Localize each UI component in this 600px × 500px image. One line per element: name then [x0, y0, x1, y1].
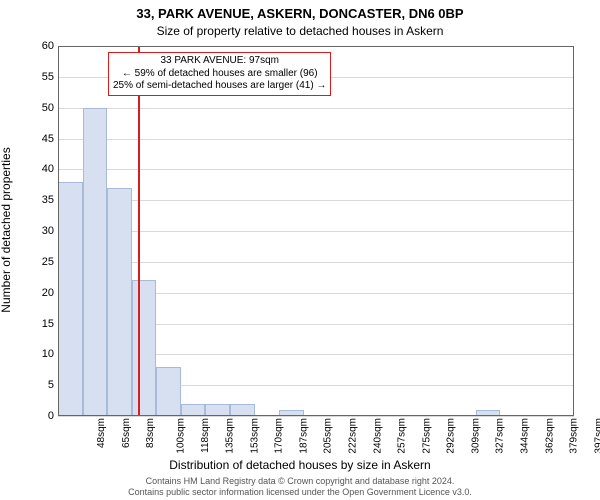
gridline: [58, 139, 574, 140]
x-tick: 153sqm: [249, 418, 260, 454]
plot-area: 33 PARK AVENUE: 97sqm← 59% of detached h…: [58, 46, 574, 416]
x-tick: 397sqm: [593, 418, 600, 454]
x-tick: 379sqm: [569, 418, 580, 454]
histogram-bar: [132, 280, 157, 416]
attribution-footer: Contains HM Land Registry data © Crown c…: [0, 476, 600, 498]
x-tick: 344sqm: [520, 418, 531, 454]
x-tick: 118sqm: [199, 418, 210, 453]
x-tick: 170sqm: [274, 418, 285, 454]
x-tick: 205sqm: [323, 418, 334, 454]
histogram-bar: [230, 404, 255, 416]
x-tick: 83sqm: [145, 418, 156, 448]
y-tick: 55: [14, 71, 54, 83]
histogram-bar: [205, 404, 230, 416]
y-tick: 20: [14, 287, 54, 299]
gridline: [58, 416, 574, 417]
x-tick: 275sqm: [421, 418, 432, 454]
x-tick: 292sqm: [446, 418, 457, 454]
x-tick: 257sqm: [397, 418, 408, 454]
chart-subtitle: Size of property relative to detached ho…: [0, 24, 600, 38]
y-tick: 30: [14, 225, 54, 237]
histogram-bar: [58, 182, 83, 416]
x-tick: 327sqm: [495, 418, 506, 454]
histogram-bar: [107, 188, 132, 416]
annotation-line: 25% of semi-detached houses are larger (…: [113, 80, 326, 93]
x-tick: 187sqm: [298, 418, 309, 454]
histogram-bar: [476, 410, 501, 416]
y-tick: 10: [14, 348, 54, 360]
gridline: [58, 46, 574, 47]
y-tick: 50: [14, 102, 54, 114]
x-tick: 65sqm: [121, 418, 132, 448]
x-tick: 48sqm: [96, 418, 107, 448]
y-tick: 0: [14, 410, 54, 422]
chart-title: 33, PARK AVENUE, ASKERN, DONCASTER, DN6 …: [0, 6, 600, 21]
x-tick: 240sqm: [372, 418, 383, 454]
x-tick: 309sqm: [470, 418, 481, 454]
gridline: [58, 231, 574, 232]
footer-line-2: Contains public sector information licen…: [0, 487, 600, 498]
annotation-line: 33 PARK AVENUE: 97sqm: [113, 55, 326, 68]
histogram-bar: [279, 410, 304, 416]
gridline: [58, 262, 574, 263]
gridline: [58, 108, 574, 109]
histogram-bar: [156, 367, 181, 416]
y-tick: 5: [14, 379, 54, 391]
reference-line: [138, 46, 140, 416]
y-tick: 35: [14, 194, 54, 206]
y-tick: 40: [14, 163, 54, 175]
gridline: [58, 169, 574, 170]
x-tick: 222sqm: [348, 418, 359, 454]
y-tick: 60: [14, 40, 54, 52]
x-tick: 135sqm: [225, 418, 236, 454]
x-tick: 100sqm: [176, 418, 187, 454]
histogram-bar: [83, 108, 108, 416]
y-axis-label: Number of detached properties: [0, 147, 13, 312]
y-tick: 45: [14, 133, 54, 145]
annotation-box: 33 PARK AVENUE: 97sqm← 59% of detached h…: [108, 52, 331, 96]
x-axis-label: Distribution of detached houses by size …: [0, 458, 600, 472]
histogram-bar: [181, 404, 206, 416]
annotation-line: ← 59% of detached houses are smaller (96…: [113, 68, 326, 81]
x-tick: 362sqm: [544, 418, 555, 454]
gridline: [58, 200, 574, 201]
footer-line-1: Contains HM Land Registry data © Crown c…: [0, 476, 600, 487]
y-tick: 25: [14, 256, 54, 268]
y-tick: 15: [14, 318, 54, 330]
histogram-chart: 33, PARK AVENUE, ASKERN, DONCASTER, DN6 …: [0, 0, 600, 500]
